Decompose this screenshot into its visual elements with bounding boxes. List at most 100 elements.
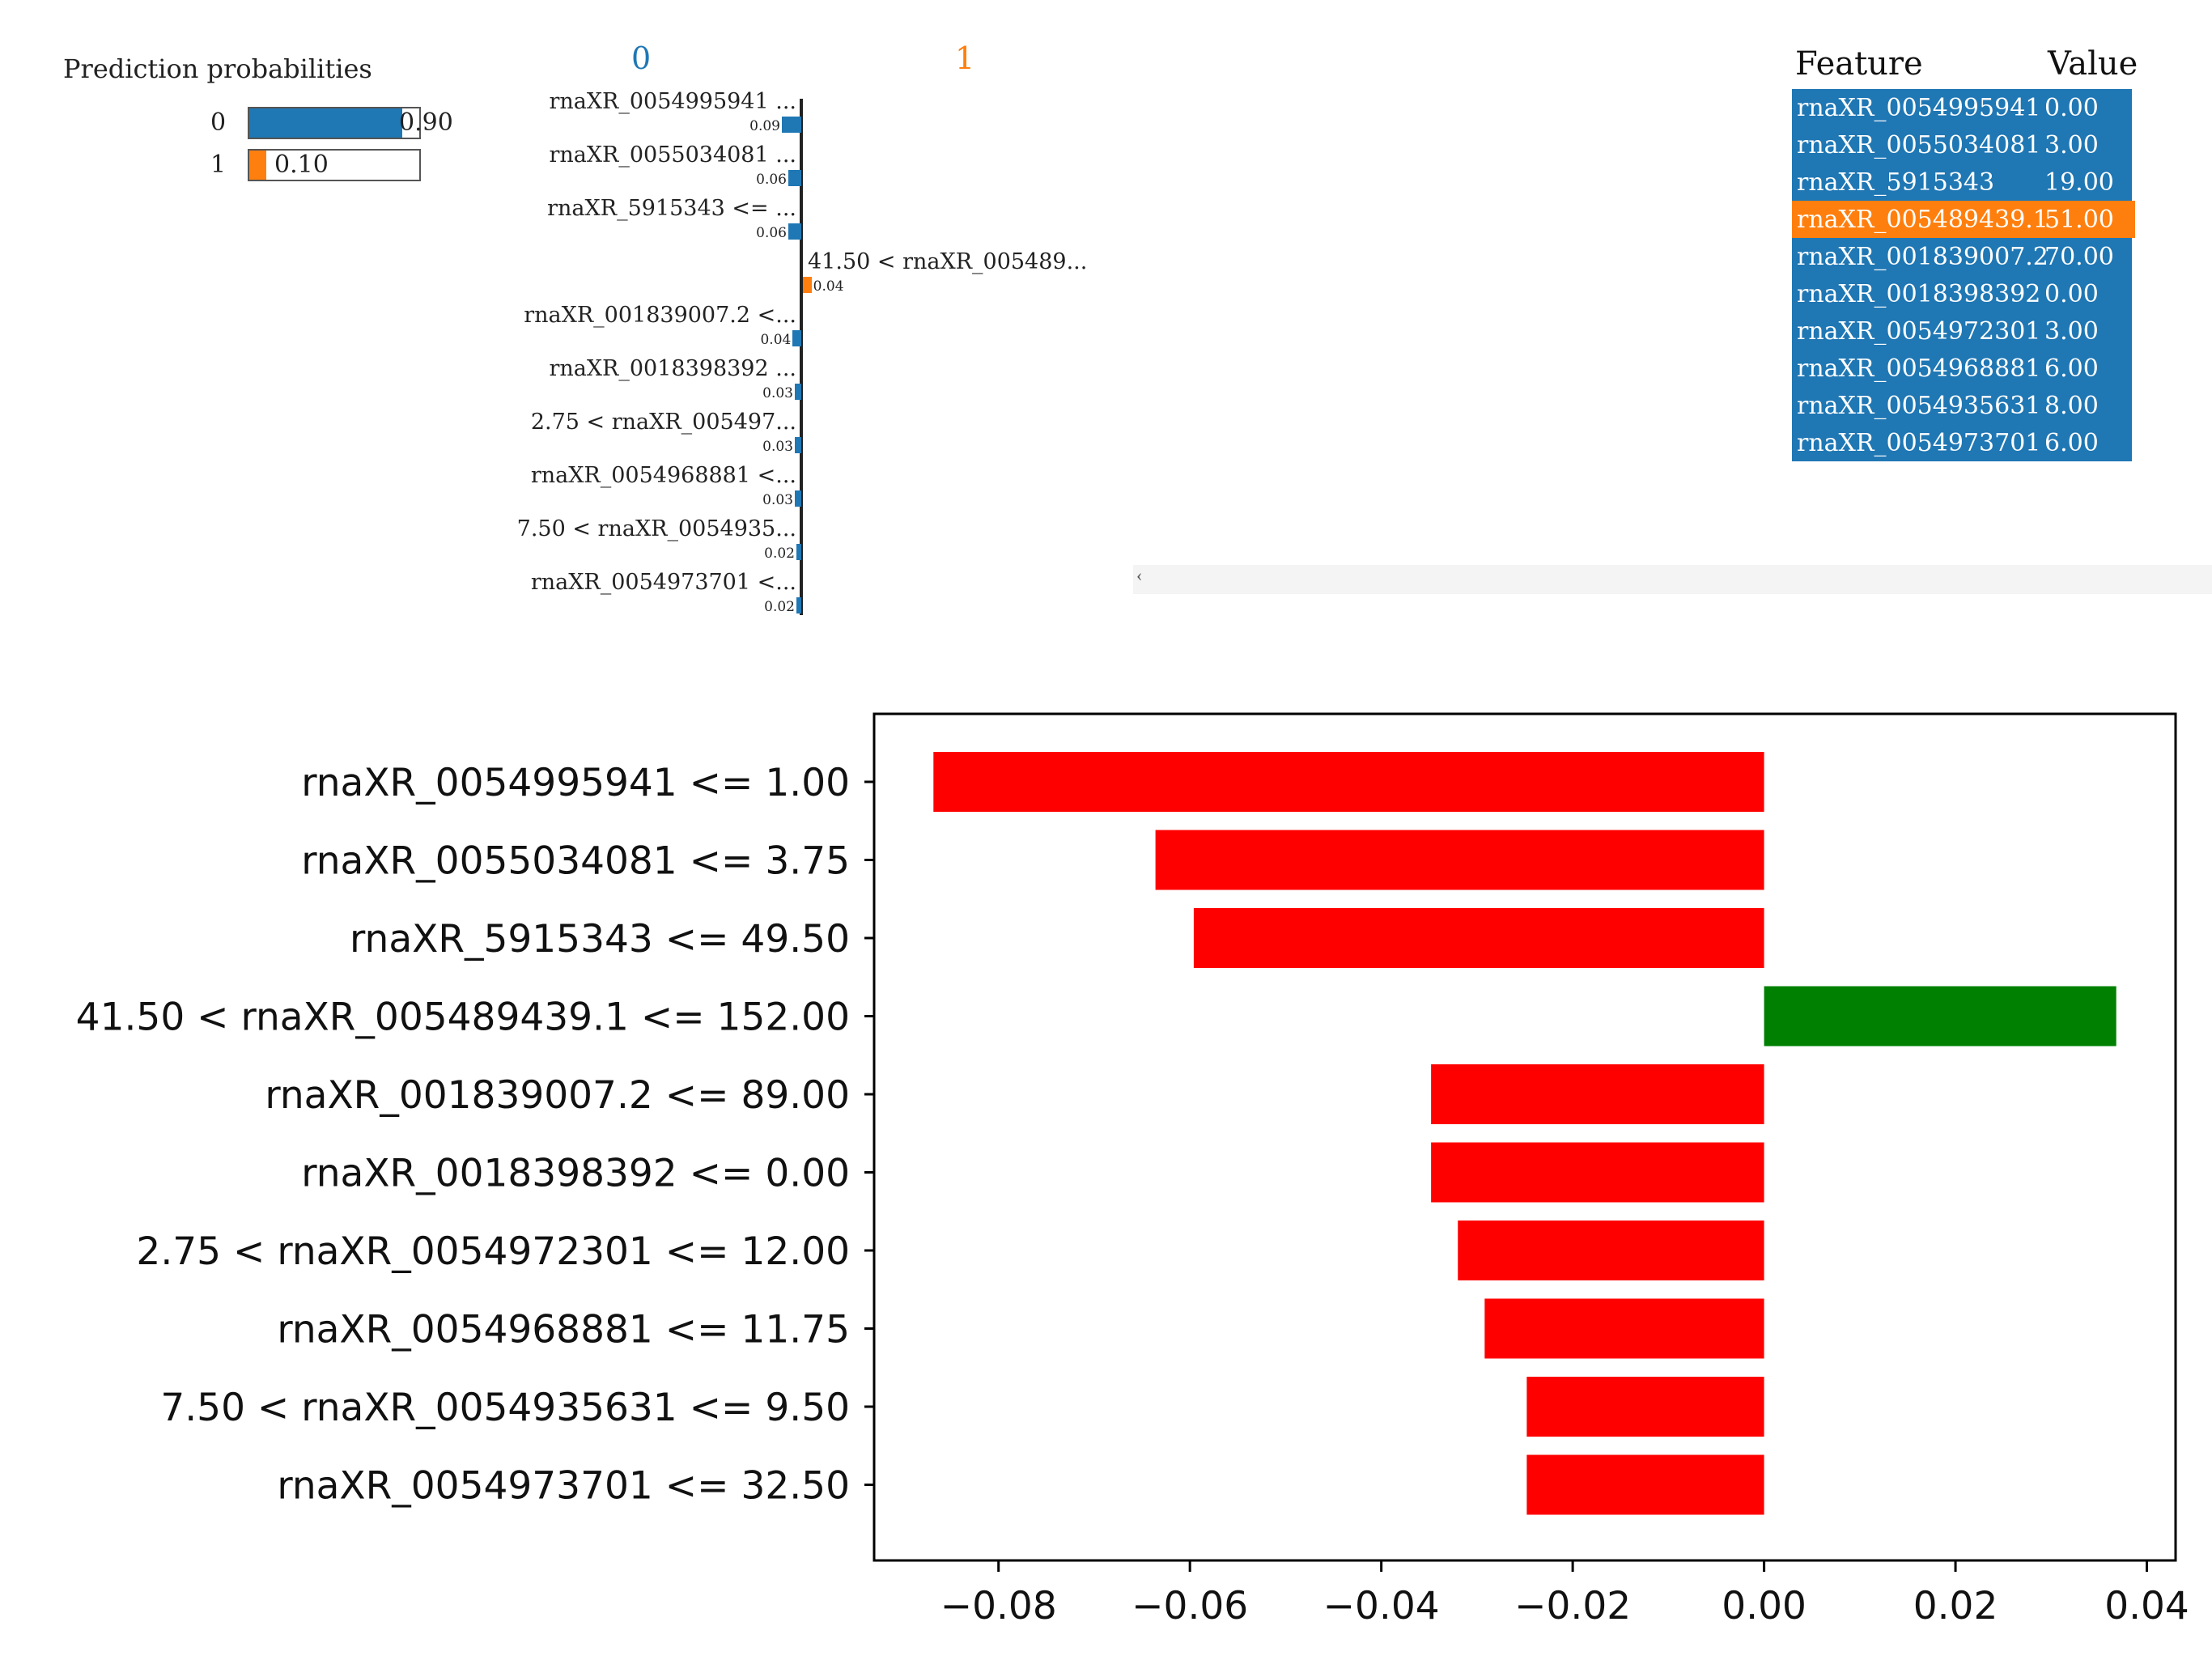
- lime-feature-label: rnaXR_0018398392 ...: [549, 356, 796, 381]
- feature-value: 19.00: [2044, 168, 2114, 197]
- lime-feature-label: rnaXR_0054973701 <...: [530, 570, 796, 595]
- feature-name: rnaXR_0054972301: [1797, 316, 2041, 346]
- chart-bar: [1458, 1221, 1764, 1280]
- probability-bar-fill: [249, 108, 402, 138]
- horizontal-scrollbar[interactable]: ‹: [1133, 565, 2212, 594]
- y-tick-label: rnaXR_0055034081 <= 3.75: [301, 839, 850, 884]
- probability-bar-frame: [248, 149, 421, 181]
- y-tick-label: rnaXR_0018398392 <= 0.00: [301, 1152, 850, 1196]
- feature-value-row: rnaXR_001839007.2 70.00: [1792, 238, 2132, 275]
- feature-value-row: rnaXR_0054935631 8.00: [1792, 387, 2132, 424]
- feature-value: 6.00: [2044, 354, 2099, 383]
- feature-value: 3.00: [2044, 316, 2099, 346]
- probability-value: 0.10: [274, 151, 329, 179]
- feature-value-row: rnaXR_0018398392 0.00: [1792, 275, 2132, 312]
- lime-weight-bar: [795, 384, 801, 400]
- feature-value-table: rnaXR_0054995941 0.00 rnaXR_0055034081 3.00…: [1792, 89, 2135, 461]
- feature-value-row: rnaXR_0054995941 0.00: [1792, 89, 2132, 126]
- lime-weight-bar: [792, 330, 801, 346]
- lime-feature-label: rnaXR_5915343 <= ...: [547, 196, 796, 221]
- feature-value: 70.00: [2044, 242, 2114, 271]
- feature-value-row: rnaXR_0054973701 6.00: [1792, 424, 2132, 461]
- lime-weight-bar: [782, 117, 801, 133]
- lime-weight-bar: [796, 544, 801, 560]
- feature-value-row: rnaXR_0054972301 3.00: [1792, 312, 2132, 350]
- prediction-probabilities-title: Prediction probabilities: [63, 53, 372, 84]
- lime-feature-weight: 0.03: [762, 492, 793, 508]
- x-tick-label: 0.02: [1913, 1584, 1998, 1628]
- chart-bar: [933, 752, 1764, 812]
- lime-feature-label: rnaXR_001839007.2 <...: [524, 303, 796, 328]
- lime-weight-bar: [795, 437, 801, 453]
- value-column-header: Value: [2048, 45, 2138, 83]
- chart-bar: [1431, 1142, 1764, 1203]
- feature-name: rnaXR_0018398392: [1797, 279, 2041, 308]
- lime-weight-bar: [788, 170, 801, 186]
- feature-value-row: rnaXR_005489439.1 51.00: [1792, 201, 2135, 238]
- feature-value-row: rnaXR_5915343 19.00: [1792, 163, 2132, 201]
- x-tick-label: −0.08: [940, 1584, 1057, 1628]
- feature-value: 51.00: [2044, 205, 2114, 234]
- lime-feature-weight: 0.04: [760, 332, 792, 348]
- chart-bar: [1526, 1454, 1764, 1515]
- lime-feature-weight: 0.03: [762, 385, 793, 401]
- lime-feature-weight: 0.09: [749, 118, 780, 134]
- feature-name: rnaXR_0054968881: [1797, 354, 2041, 383]
- lime-feature-weight: 0.02: [764, 546, 795, 562]
- class-0-heading: 0: [631, 40, 652, 76]
- chart-bar: [1484, 1298, 1764, 1359]
- feature-value: 6.00: [2044, 428, 2099, 457]
- lime-feature-weight: 0.04: [813, 278, 844, 295]
- feature-name: rnaXR_0054935631: [1797, 391, 2041, 420]
- feature-value-row: rnaXR_0054968881 6.00: [1792, 350, 2132, 387]
- chart-bar: [1526, 1377, 1764, 1437]
- lime-feature-label: rnaXR_0054968881 <...: [530, 463, 796, 488]
- lime-feature-weight: 0.03: [762, 439, 793, 455]
- lime-feature-weight: 0.06: [756, 225, 787, 241]
- y-tick-label: rnaXR_0054995941 <= 1.00: [301, 761, 850, 805]
- feature-name: rnaXR_0055034081: [1797, 130, 2041, 159]
- lime-feature-weight: 0.02: [764, 599, 795, 615]
- y-tick-label: 7.50 < rnaXR_0054935631 <= 9.50: [160, 1386, 850, 1430]
- y-tick-label: rnaXR_5915343 <= 49.50: [350, 917, 850, 962]
- y-tick-label: 2.75 < rnaXR_0054972301 <= 12.00: [136, 1229, 850, 1274]
- chart-bar: [1155, 830, 1764, 890]
- y-tick-label: rnaXR_0054968881 <= 11.75: [277, 1308, 850, 1352]
- feature-name: rnaXR_005489439.1: [1797, 205, 2049, 234]
- y-tick-label: rnaXR_0054973701 <= 32.50: [277, 1464, 850, 1509]
- chart-bar: [1431, 1064, 1764, 1124]
- probability-value: 0.90: [399, 108, 453, 137]
- x-tick-label: −0.06: [1131, 1584, 1248, 1628]
- x-tick-label: −0.02: [1514, 1584, 1631, 1628]
- feature-value: 3.00: [2044, 130, 2099, 159]
- lime-weight-bar: [803, 277, 812, 293]
- class-1-heading: 1: [955, 40, 975, 76]
- chart-bar: [1764, 986, 2116, 1047]
- x-tick-label: 0.00: [1722, 1584, 1807, 1628]
- chart-bar: [1193, 908, 1764, 968]
- feature-column-header: Feature: [1795, 45, 1923, 83]
- lime-feature-label: rnaXR_0055034081 ...: [549, 142, 796, 168]
- lime-weight-bar: [796, 597, 801, 613]
- scroll-left-arrow-icon[interactable]: ‹: [1136, 565, 1143, 585]
- lime-feature-weight: 0.06: [756, 172, 787, 188]
- feature-value: 8.00: [2044, 391, 2099, 420]
- lime-feature-label: 41.50 < rnaXR_005489...: [808, 249, 1088, 274]
- x-tick-label: 0.04: [2104, 1584, 2189, 1628]
- feature-name: rnaXR_0054973701: [1797, 428, 2041, 457]
- class-label: 0: [210, 108, 227, 137]
- y-tick-label: 41.50 < rnaXR_005489439.1 <= 152.00: [76, 996, 850, 1040]
- feature-name: rnaXR_5915343: [1797, 168, 1995, 197]
- probability-bar-frame: [248, 107, 421, 139]
- lime-feature-label: rnaXR_0054995941 ...: [549, 89, 796, 114]
- lime-weight-bar: [788, 223, 801, 240]
- y-tick-label: rnaXR_001839007.2 <= 89.00: [265, 1073, 850, 1118]
- chart-frame: [872, 712, 2177, 1562]
- lime-center-axis: [800, 99, 803, 615]
- feature-value: 0.00: [2044, 93, 2099, 122]
- feature-value-row: rnaXR_0055034081 3.00: [1792, 126, 2132, 163]
- x-tick-label: −0.04: [1323, 1584, 1440, 1628]
- lime-feature-label: 7.50 < rnaXR_0054935...: [516, 516, 796, 541]
- feature-name: rnaXR_001839007.2: [1797, 242, 2049, 271]
